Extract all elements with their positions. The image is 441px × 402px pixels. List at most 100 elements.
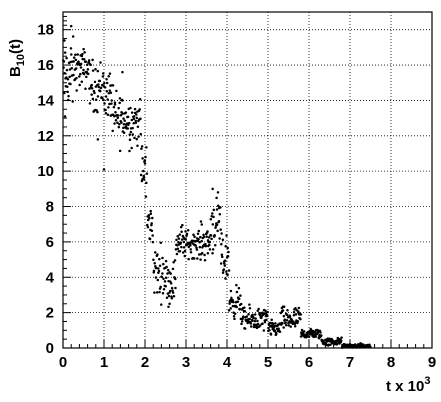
data-point: [69, 82, 72, 86]
x-tick-label: 7: [346, 354, 354, 371]
data-point: [118, 97, 122, 100]
data-point: [197, 238, 200, 241]
data-point: [139, 117, 142, 121]
data-point: [113, 122, 116, 125]
data-point: [229, 307, 232, 310]
data-point: [133, 136, 136, 140]
data-point: [267, 326, 270, 330]
data-point: [307, 335, 311, 339]
data-point: [297, 306, 301, 310]
data-point: [104, 108, 107, 112]
data-point: [216, 204, 220, 208]
data-point: [195, 248, 199, 251]
data-point: [235, 290, 239, 294]
data-point: [288, 315, 292, 319]
data-point: [86, 68, 90, 71]
data-point: [138, 108, 141, 111]
data-point: [248, 303, 251, 306]
data-point: [207, 236, 211, 239]
data-point: [292, 320, 295, 324]
data-point: [236, 300, 240, 303]
x-tick-label: 6: [305, 354, 313, 371]
data-point: [164, 259, 168, 263]
x-axis-title-superscript: 3: [424, 375, 430, 387]
data-point: [196, 257, 199, 260]
data-point: [134, 119, 137, 123]
data-point: [178, 249, 182, 253]
data-point: [96, 95, 100, 98]
data-point: [161, 272, 164, 275]
data-point: [243, 310, 247, 313]
data-point: [189, 244, 192, 247]
data-point: [136, 125, 140, 128]
data-point: [65, 76, 68, 79]
data-point: [247, 313, 250, 316]
data-point: [118, 123, 121, 126]
y-tick-label: 16: [37, 57, 54, 74]
data-point: [101, 75, 105, 78]
data-point: [245, 315, 249, 318]
data-point: [226, 246, 229, 250]
data-point: [265, 318, 268, 322]
data-point: [152, 269, 156, 273]
data-point: [198, 245, 202, 249]
data-point: [141, 157, 144, 160]
data-point: [210, 237, 213, 241]
y-axis-title: B10(t): [7, 39, 27, 77]
data-point: [108, 72, 112, 75]
data-point: [101, 96, 104, 100]
data-point: [206, 252, 210, 255]
data-point: [134, 121, 138, 125]
data-point: [161, 292, 165, 295]
data-point: [266, 310, 269, 314]
data-point: [202, 233, 205, 237]
data-point: [108, 89, 112, 92]
data-point: [283, 318, 287, 321]
data-point: [314, 335, 317, 338]
data-point: [232, 300, 235, 304]
data-point: [200, 251, 204, 255]
data-point: [174, 286, 177, 290]
data-point: [103, 102, 106, 105]
data-point: [105, 81, 109, 85]
data-point: [183, 254, 187, 258]
data-point: [224, 277, 227, 280]
data-point: [213, 234, 216, 237]
data-point: [90, 87, 94, 90]
data-point: [171, 267, 175, 271]
data-point: [256, 322, 260, 326]
data-point: [70, 66, 73, 70]
data-point: [248, 307, 252, 310]
data-point: [368, 343, 371, 347]
x-axis-title-main: t x 10: [386, 378, 424, 395]
data-point: [285, 313, 289, 317]
data-point: [97, 85, 100, 89]
data-point: [187, 257, 190, 261]
data-point: [162, 277, 165, 281]
data-point: [135, 137, 139, 141]
data-point: [166, 268, 170, 272]
data-point: [83, 51, 86, 54]
data-point: [85, 75, 88, 79]
data-point: [203, 259, 207, 262]
data-point: [243, 327, 247, 330]
data-point: [222, 268, 226, 271]
data-point: [194, 244, 197, 247]
data-point: [102, 98, 105, 102]
data-point: [240, 320, 244, 323]
data-point: [82, 68, 85, 72]
data-point: [268, 328, 271, 332]
data-point: [243, 306, 246, 309]
data-point: [268, 321, 272, 325]
data-point: [152, 258, 155, 262]
data-point: [123, 119, 126, 123]
data-point: [107, 75, 110, 78]
data-point: [85, 63, 89, 66]
data-point: [206, 230, 209, 233]
data-point: [140, 147, 143, 150]
data-point: [84, 60, 88, 63]
data-point: [93, 91, 96, 95]
data-point: [93, 80, 97, 84]
data-point: [140, 145, 144, 148]
